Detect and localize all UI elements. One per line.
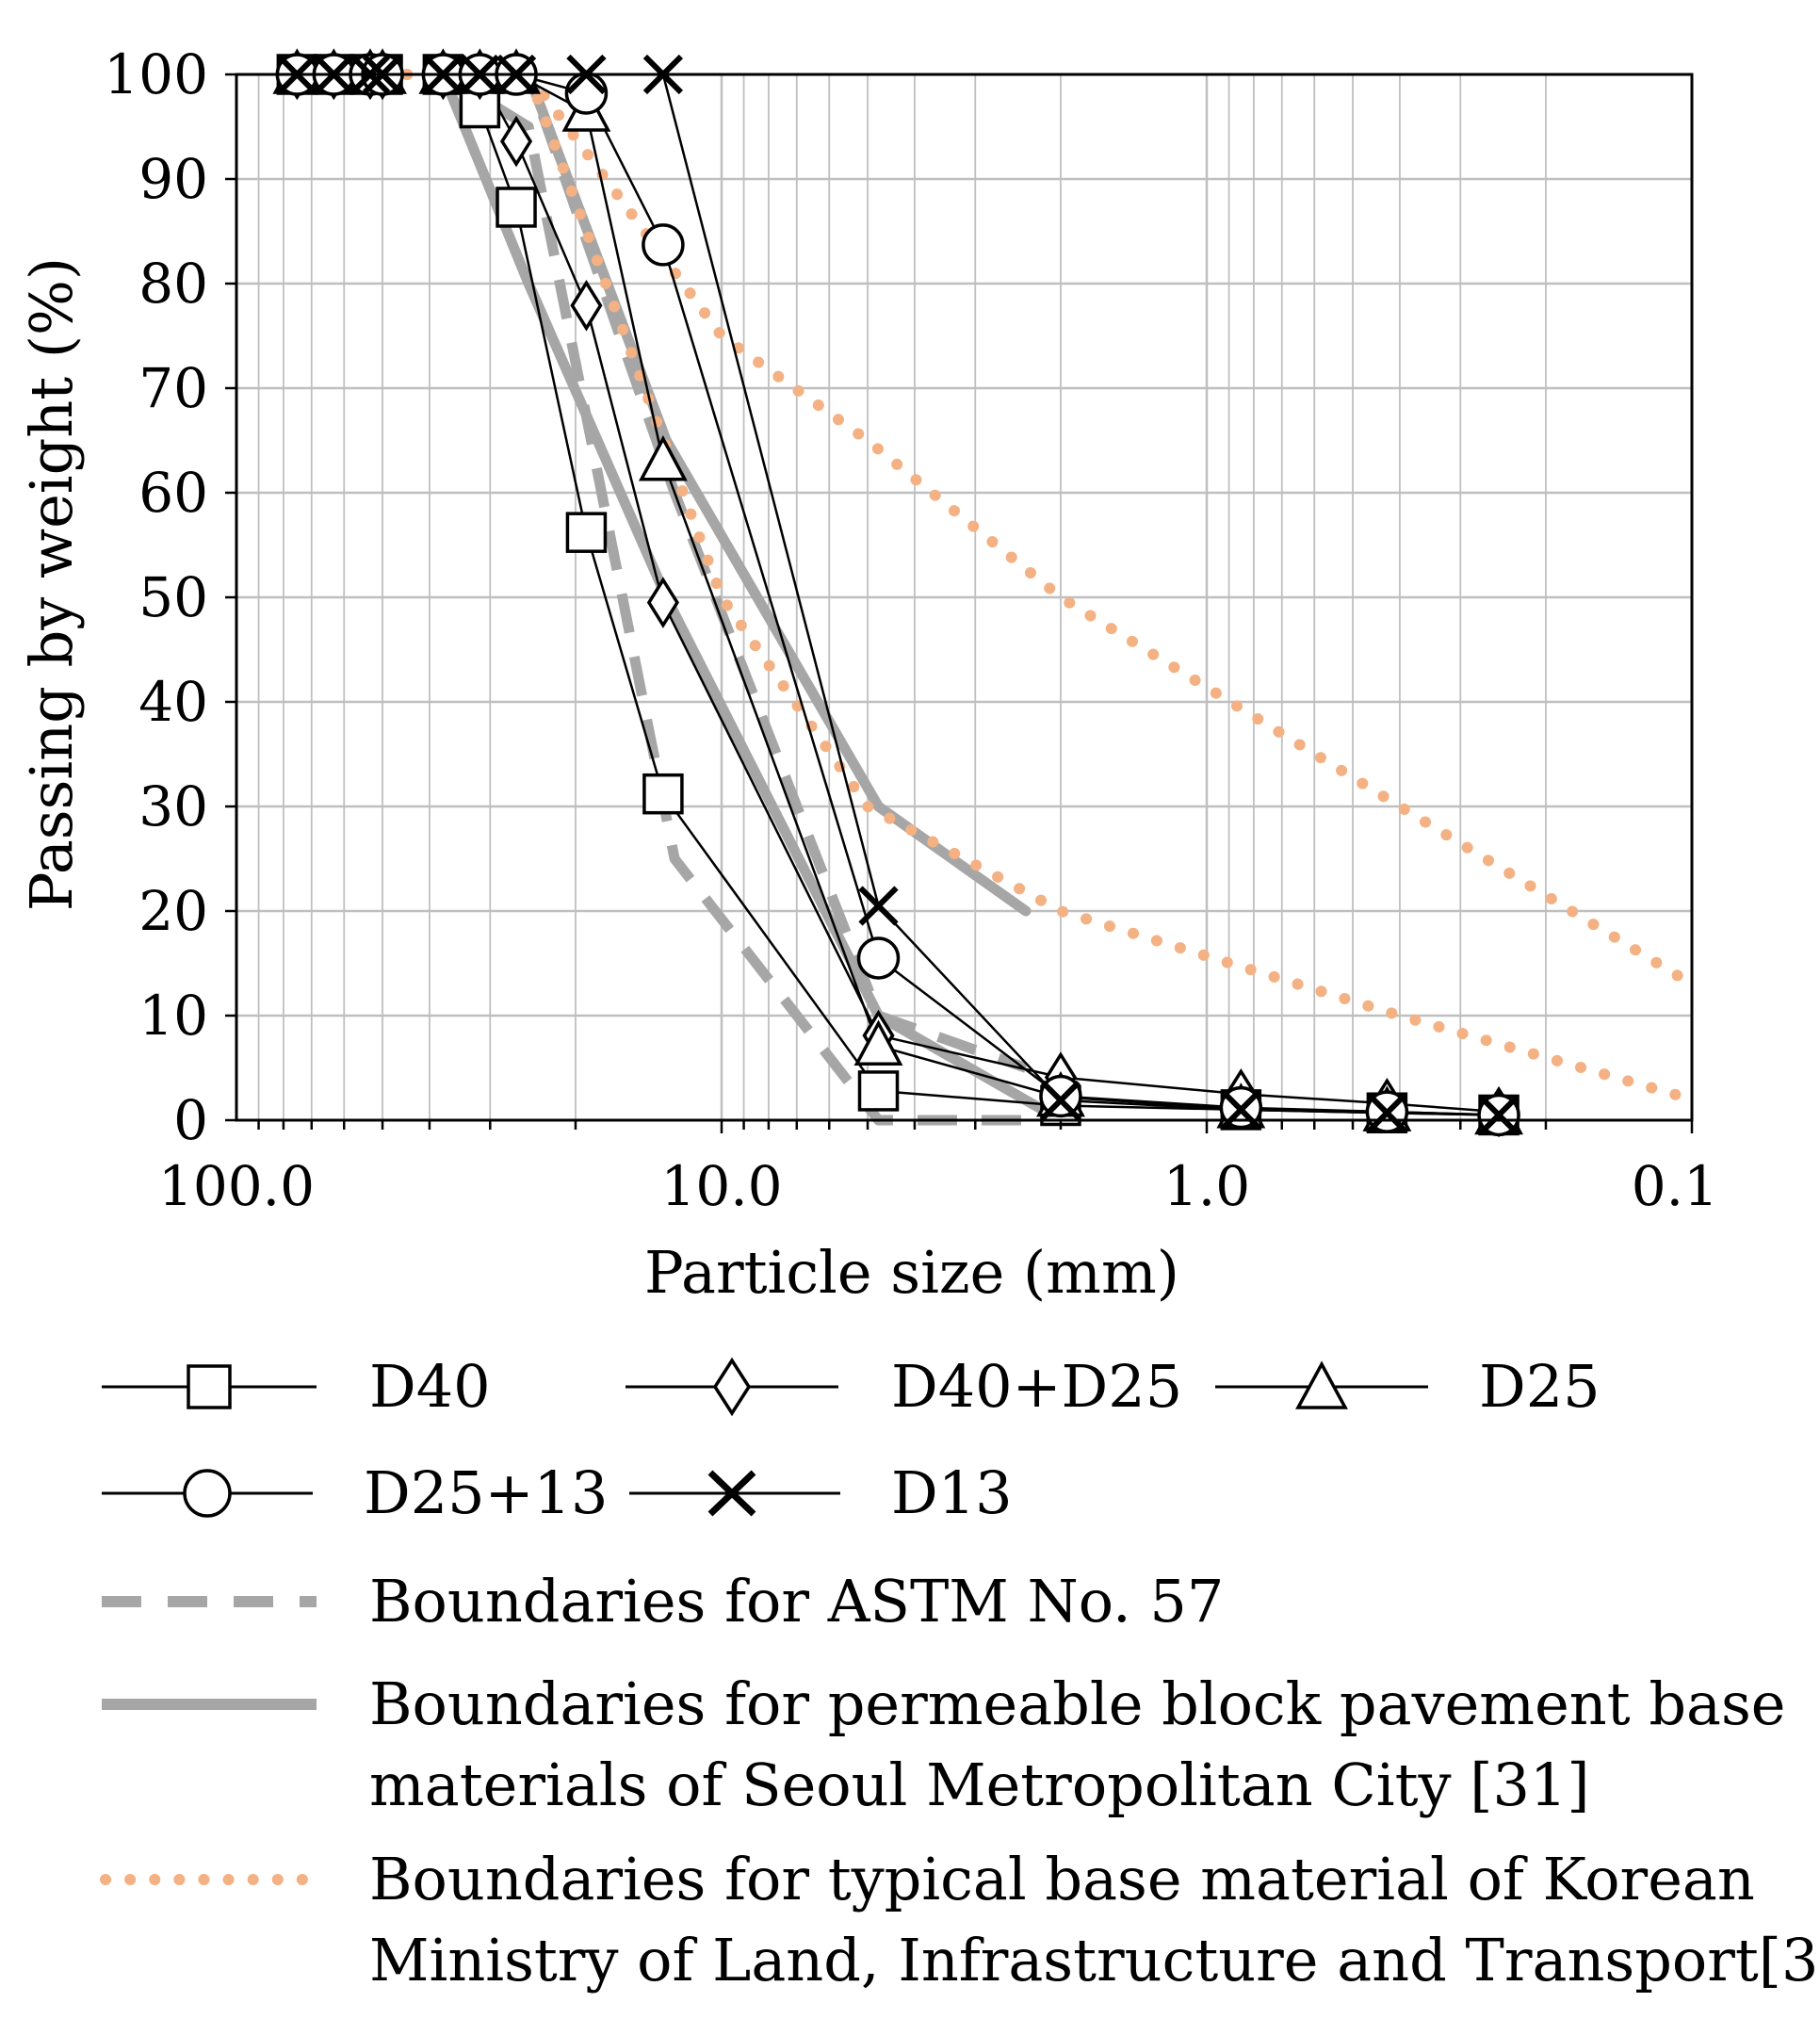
marker-triangle: [853, 1019, 903, 1066]
marker-x: [858, 886, 899, 926]
y-tick-label: 30: [138, 774, 208, 838]
legend-label-seoul-line1: Boundaries for permeable block pavement …: [369, 1669, 1786, 1738]
gridlines: [236, 73, 1694, 1122]
y-tick-label: 20: [138, 879, 208, 943]
y-tick-label: 70: [138, 356, 208, 420]
y-tick-label: 60: [138, 461, 208, 525]
marker-circle: [1039, 1074, 1082, 1118]
legend: D40 D40+D25 D25 D25+13 D13: [100, 1352, 1820, 1994]
x-tick-label: 0.1: [1632, 1154, 1718, 1218]
marker-x-stroke: [1040, 1080, 1081, 1121]
legend-label-d13: D13: [891, 1458, 1013, 1527]
legend-marker-triangle: [1295, 1360, 1348, 1409]
marker-x-stroke: [858, 886, 899, 926]
x-tick-label: 1.0: [1163, 1154, 1250, 1218]
legend-marker-x: [707, 1470, 756, 1517]
legend-marker-circle: [183, 1469, 232, 1518]
boundary-dotted-curve-lower: [377, 69, 1698, 1105]
legend-label-d25-13: D25+13: [364, 1458, 608, 1527]
axes: 100.0 10.0 1.0 0.1 0 10 20 30 40 50 60 70 80 90 100: [104, 42, 1718, 1218]
legend-label-d25: D25: [1479, 1352, 1601, 1421]
legend-entry-seoul: Boundaries for permeable block pavement …: [102, 1669, 1786, 1819]
marker-x: [1040, 1080, 1081, 1121]
x-axis-title: Particle size (mm): [644, 1238, 1179, 1307]
x-tick-label: 10.0: [660, 1154, 782, 1218]
marker-square: [565, 512, 608, 553]
marker-x-stroke: [1478, 1095, 1519, 1135]
y-tick-label: 10: [138, 984, 208, 1048]
marker-x-stroke: [1367, 1093, 1407, 1133]
marker-diamond: [646, 577, 679, 628]
marker-circle: [642, 223, 685, 267]
legend-label-d40-d25: D40+D25: [891, 1352, 1182, 1421]
marker-triangle: [638, 434, 688, 481]
legend-label-d40: D40: [369, 1352, 491, 1421]
x-tick-label: 100.0: [158, 1154, 315, 1218]
legend-entry-d13: D13: [629, 1458, 1013, 1527]
data-series: [272, 48, 1523, 1138]
y-axis-title: Passing by weight (%): [17, 257, 86, 911]
legend-entry-d25: D25: [1215, 1352, 1601, 1421]
legend-label-astm: Boundaries for ASTM No. 57: [369, 1567, 1224, 1636]
legend-entry-korean: Boundaries for typical base material of …: [100, 1845, 1820, 1994]
y-tick-label: 40: [138, 670, 208, 734]
legend-entry-d25-13: D25+13: [102, 1458, 608, 1527]
legend-label-korean-line2: Ministry of Land, Infrastructure and Tra…: [369, 1926, 1820, 1994]
y-tick-label: 80: [138, 252, 208, 316]
marker-square: [642, 773, 684, 815]
marker-square: [857, 1070, 900, 1112]
legend-label-seoul-line2: materials of Seoul Metropolitan City [31…: [369, 1750, 1590, 1819]
y-tick-label: 90: [138, 147, 208, 211]
y-tick-label: 0: [173, 1088, 208, 1152]
marker-x: [1478, 1095, 1519, 1135]
y-tick-label: 50: [138, 565, 208, 629]
marker-circle: [564, 72, 609, 115]
marker-diamond: [499, 115, 533, 168]
legend-label-korean-line1: Boundaries for typical base material of …: [369, 1845, 1755, 1913]
marker-circle: [856, 936, 901, 980]
legend-marker-diamond: [712, 1357, 752, 1417]
marker-diamond: [570, 280, 603, 332]
marker-square: [496, 187, 537, 228]
legend-marker-square: [187, 1364, 232, 1409]
y-tick-label: 100: [104, 42, 208, 106]
legend-entry-d40: D40: [102, 1352, 491, 1421]
legend-entry-astm: Boundaries for ASTM No. 57: [102, 1567, 1224, 1636]
legend-entry-d40-d25: D40+D25: [626, 1352, 1182, 1421]
